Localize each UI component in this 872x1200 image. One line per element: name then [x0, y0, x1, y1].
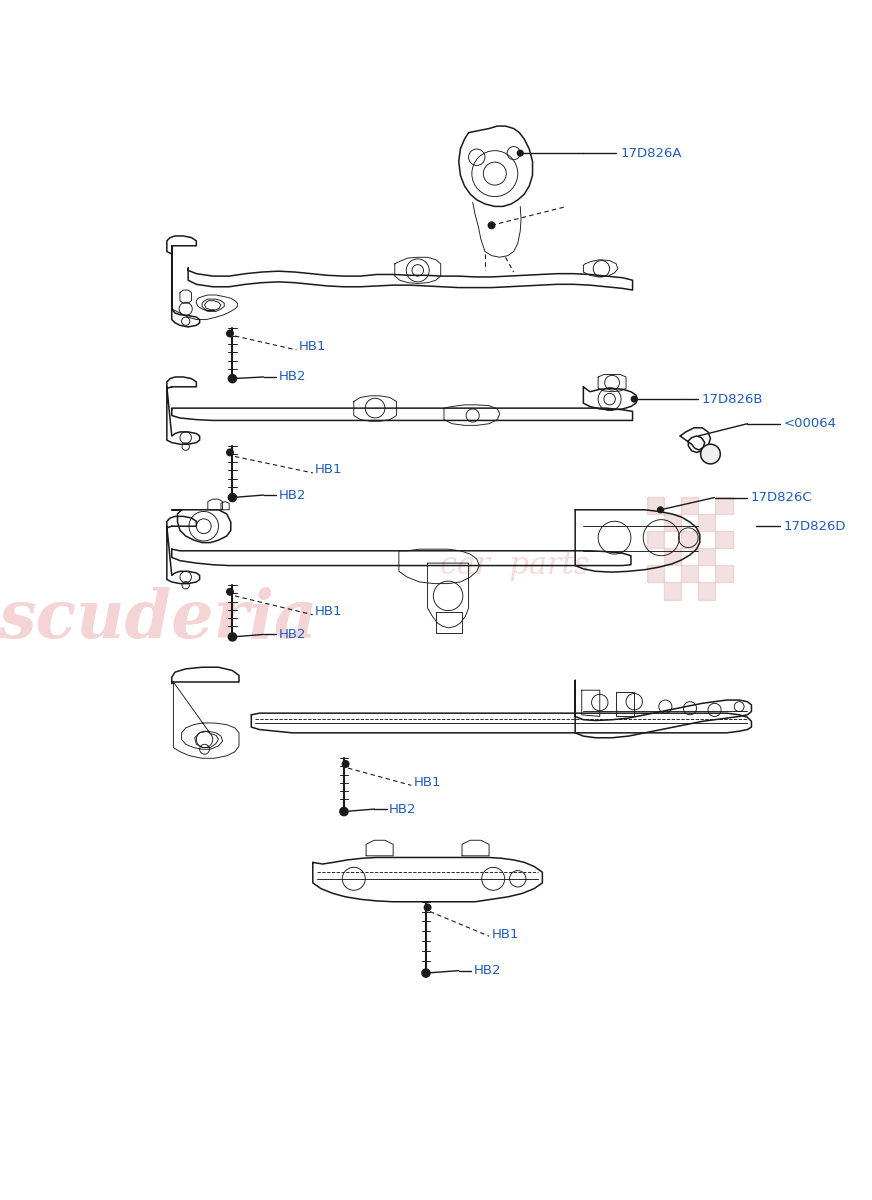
Bar [681, 532, 698, 548]
Text: HB2: HB2 [389, 803, 417, 816]
Text: HB1: HB1 [316, 605, 343, 618]
Bar [681, 497, 698, 514]
Text: 17D826C: 17D826C [751, 491, 813, 504]
Text: HB1: HB1 [413, 775, 441, 788]
Bar [698, 582, 715, 600]
Bar [664, 548, 681, 565]
Bar [698, 514, 715, 532]
Bar [681, 565, 698, 582]
Text: HB2: HB2 [278, 488, 306, 502]
Text: HB2: HB2 [278, 628, 306, 641]
Bar [647, 497, 664, 514]
Text: scuderia: scuderia [0, 587, 317, 652]
Circle shape [340, 808, 348, 816]
Text: 17D826D: 17D826D [783, 520, 846, 533]
Text: HB2: HB2 [278, 371, 306, 384]
Bar [647, 565, 664, 582]
Text: HB1: HB1 [316, 463, 343, 476]
Circle shape [422, 968, 430, 977]
Text: car  parts: car parts [439, 550, 589, 581]
Text: 17D826B: 17D826B [701, 392, 763, 406]
Circle shape [631, 396, 637, 402]
Text: <00064: <00064 [783, 418, 836, 431]
Circle shape [227, 330, 233, 337]
Circle shape [227, 588, 233, 595]
Bar [664, 582, 681, 600]
Bar [715, 497, 732, 514]
Bar [664, 514, 681, 532]
Bar [647, 532, 664, 548]
Circle shape [228, 493, 236, 502]
Text: 17D826A: 17D826A [620, 146, 682, 160]
Circle shape [228, 632, 236, 641]
Circle shape [425, 905, 431, 911]
Circle shape [700, 444, 720, 464]
Circle shape [488, 222, 494, 228]
Circle shape [517, 150, 523, 156]
Circle shape [657, 506, 664, 512]
Text: HB2: HB2 [473, 964, 501, 977]
Bar [715, 565, 732, 582]
Circle shape [227, 449, 233, 456]
Circle shape [228, 374, 236, 383]
Text: HB1: HB1 [492, 928, 519, 941]
Text: HB1: HB1 [299, 340, 326, 353]
Circle shape [343, 761, 349, 767]
Bar [715, 532, 732, 548]
Bar [698, 548, 715, 565]
